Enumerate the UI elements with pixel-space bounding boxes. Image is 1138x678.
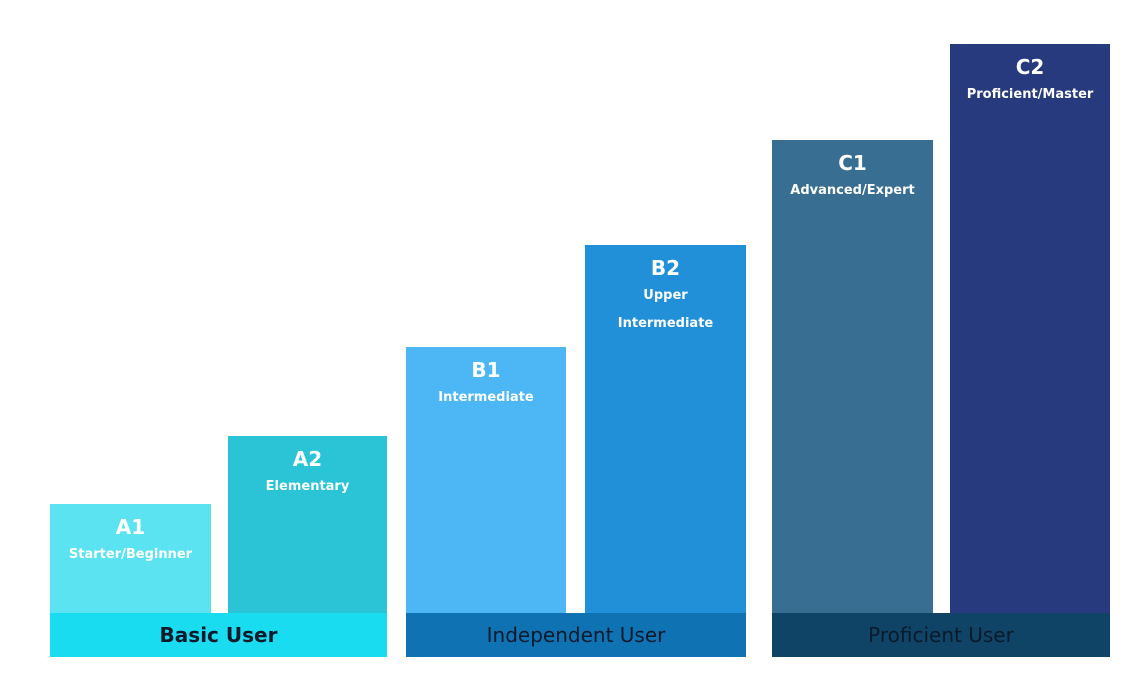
group-band-basic-user: Basic User xyxy=(50,613,387,657)
level-code: B1 xyxy=(406,357,566,383)
level-bar-a2: A2 Elementary xyxy=(228,436,387,613)
level-label-line-1: Upper xyxy=(585,281,746,311)
level-label: Starter/Beginner xyxy=(50,540,211,570)
group-label: Basic User xyxy=(160,623,278,647)
level-code: C1 xyxy=(772,150,933,176)
level-label: Proficient/Master xyxy=(950,80,1110,110)
level-code: C2 xyxy=(950,54,1110,80)
level-label: Intermediate xyxy=(406,383,566,413)
level-bar-b1: B1 Intermediate xyxy=(406,347,566,613)
level-code: A2 xyxy=(228,446,387,472)
level-bar-c2: C2 Proficient/Master xyxy=(950,44,1110,613)
level-label: Advanced/Expert xyxy=(772,176,933,206)
group-label: Independent User xyxy=(487,623,666,647)
level-label: Elementary xyxy=(228,472,387,502)
level-code: B2 xyxy=(585,255,746,281)
level-label-line-2: Intermediate xyxy=(585,309,746,339)
level-bar-b2: B2 Upper Intermediate xyxy=(585,245,746,613)
level-bar-c1: C1 Advanced/Expert xyxy=(772,140,933,613)
group-band-independent-user: Independent User xyxy=(406,613,746,657)
level-bar-a1: A1 Starter/Beginner xyxy=(50,504,211,613)
group-label: Proficient User xyxy=(868,623,1014,647)
level-code: A1 xyxy=(50,514,211,540)
group-band-proficient-user: Proficient User xyxy=(772,613,1110,657)
